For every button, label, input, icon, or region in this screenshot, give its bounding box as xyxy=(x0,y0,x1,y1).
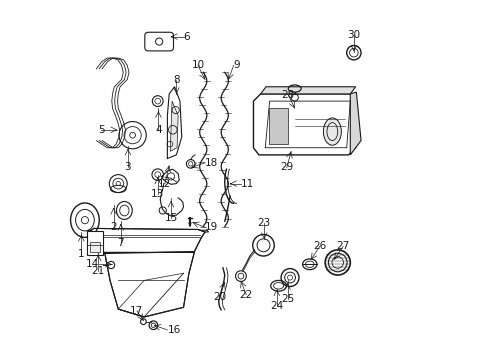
Text: 6: 6 xyxy=(183,32,190,41)
Bar xyxy=(89,242,100,252)
Polygon shape xyxy=(90,228,204,253)
Polygon shape xyxy=(268,108,287,144)
Text: 9: 9 xyxy=(233,60,240,70)
Polygon shape xyxy=(87,231,102,255)
Text: 24: 24 xyxy=(269,301,283,311)
Text: 8: 8 xyxy=(173,75,179,85)
Text: 3: 3 xyxy=(124,162,131,172)
Text: 4: 4 xyxy=(155,125,162,135)
Text: 23: 23 xyxy=(257,218,270,228)
Text: 12: 12 xyxy=(158,179,171,189)
Text: 14: 14 xyxy=(86,259,99,269)
Polygon shape xyxy=(253,94,355,155)
Polygon shape xyxy=(349,92,360,155)
Text: 15: 15 xyxy=(164,213,177,222)
Polygon shape xyxy=(260,87,355,94)
Text: 17: 17 xyxy=(130,306,143,316)
Text: 22: 22 xyxy=(239,290,252,300)
Text: 1: 1 xyxy=(78,248,84,258)
Text: 21: 21 xyxy=(91,266,104,276)
Text: 13: 13 xyxy=(151,189,164,199)
Text: 30: 30 xyxy=(346,30,360,40)
Text: 18: 18 xyxy=(204,158,218,168)
Text: 2: 2 xyxy=(110,222,117,231)
Text: 28: 28 xyxy=(281,90,294,100)
Text: 20: 20 xyxy=(212,292,225,302)
Text: 19: 19 xyxy=(204,222,218,232)
FancyBboxPatch shape xyxy=(144,32,173,51)
Text: 10: 10 xyxy=(191,60,204,70)
Text: 11: 11 xyxy=(241,179,254,189)
Text: 29: 29 xyxy=(280,162,293,172)
Polygon shape xyxy=(104,252,194,317)
Polygon shape xyxy=(170,101,178,151)
Text: 25: 25 xyxy=(280,294,294,304)
Polygon shape xyxy=(87,230,208,232)
Text: 5: 5 xyxy=(98,125,104,135)
Text: 7: 7 xyxy=(117,238,124,248)
Text: 16: 16 xyxy=(167,325,180,335)
Ellipse shape xyxy=(323,118,341,145)
Text: 27: 27 xyxy=(336,241,349,251)
Text: 26: 26 xyxy=(312,241,326,251)
